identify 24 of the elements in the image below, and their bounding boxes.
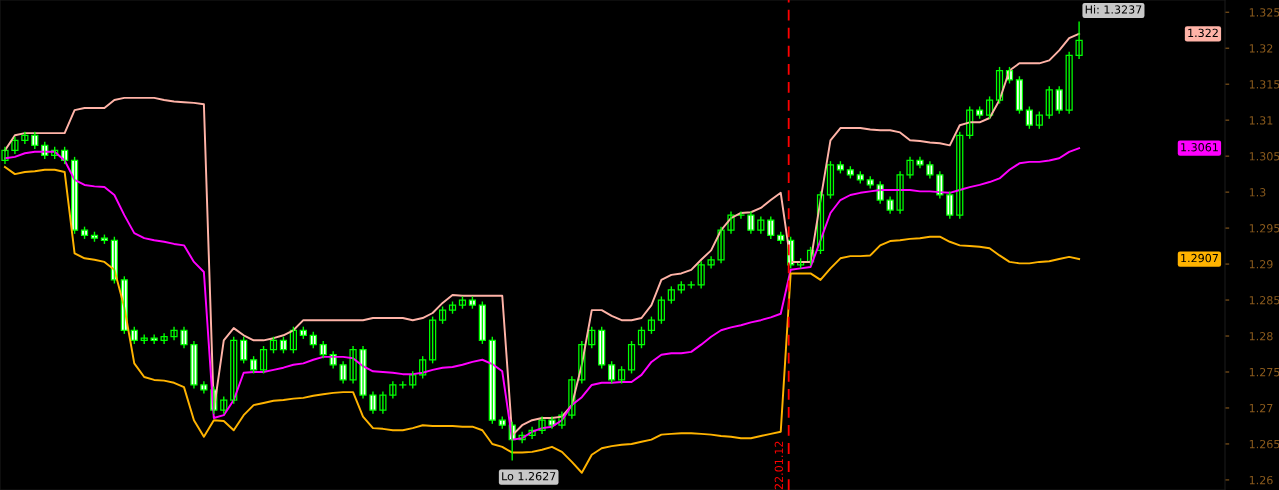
y-tick-label: 1.3 [1249,188,1266,197]
y-tick-label: 1.26 [1249,475,1273,485]
candlestick [200,380,208,395]
y-tick-label: 1.28 [1249,332,1273,341]
text: 1.3061 [1181,143,1218,152]
y-tick-label: 1.285 [1249,296,1279,305]
y-tick-label: 1.305 [1249,152,1279,161]
annotation: Lo 1.2627 [502,471,556,481]
y-tick-label: 1.315 [1249,80,1279,89]
candlestick [737,210,745,220]
text: Hi: 1.3237 [1085,5,1142,14]
y-tick-label: 1.325 [1249,8,1279,17]
y-tick-label: 1.265 [1249,439,1279,449]
annotation: 22.01.12 [774,441,784,490]
candlestick [886,195,894,215]
y-tick-label: 1.31 [1249,116,1273,125]
candlestick [160,332,168,345]
text: 1.322 [1188,28,1218,38]
text: 1.2907 [1181,253,1218,263]
y-tick-label: 1.29 [1249,260,1273,269]
y-tick-label: 1.295 [1249,224,1279,233]
y-tick-label: 1.27 [1249,403,1273,413]
y-tick-label: 1.32 [1249,44,1273,53]
y-tick-label: 1.275 [1249,367,1279,377]
